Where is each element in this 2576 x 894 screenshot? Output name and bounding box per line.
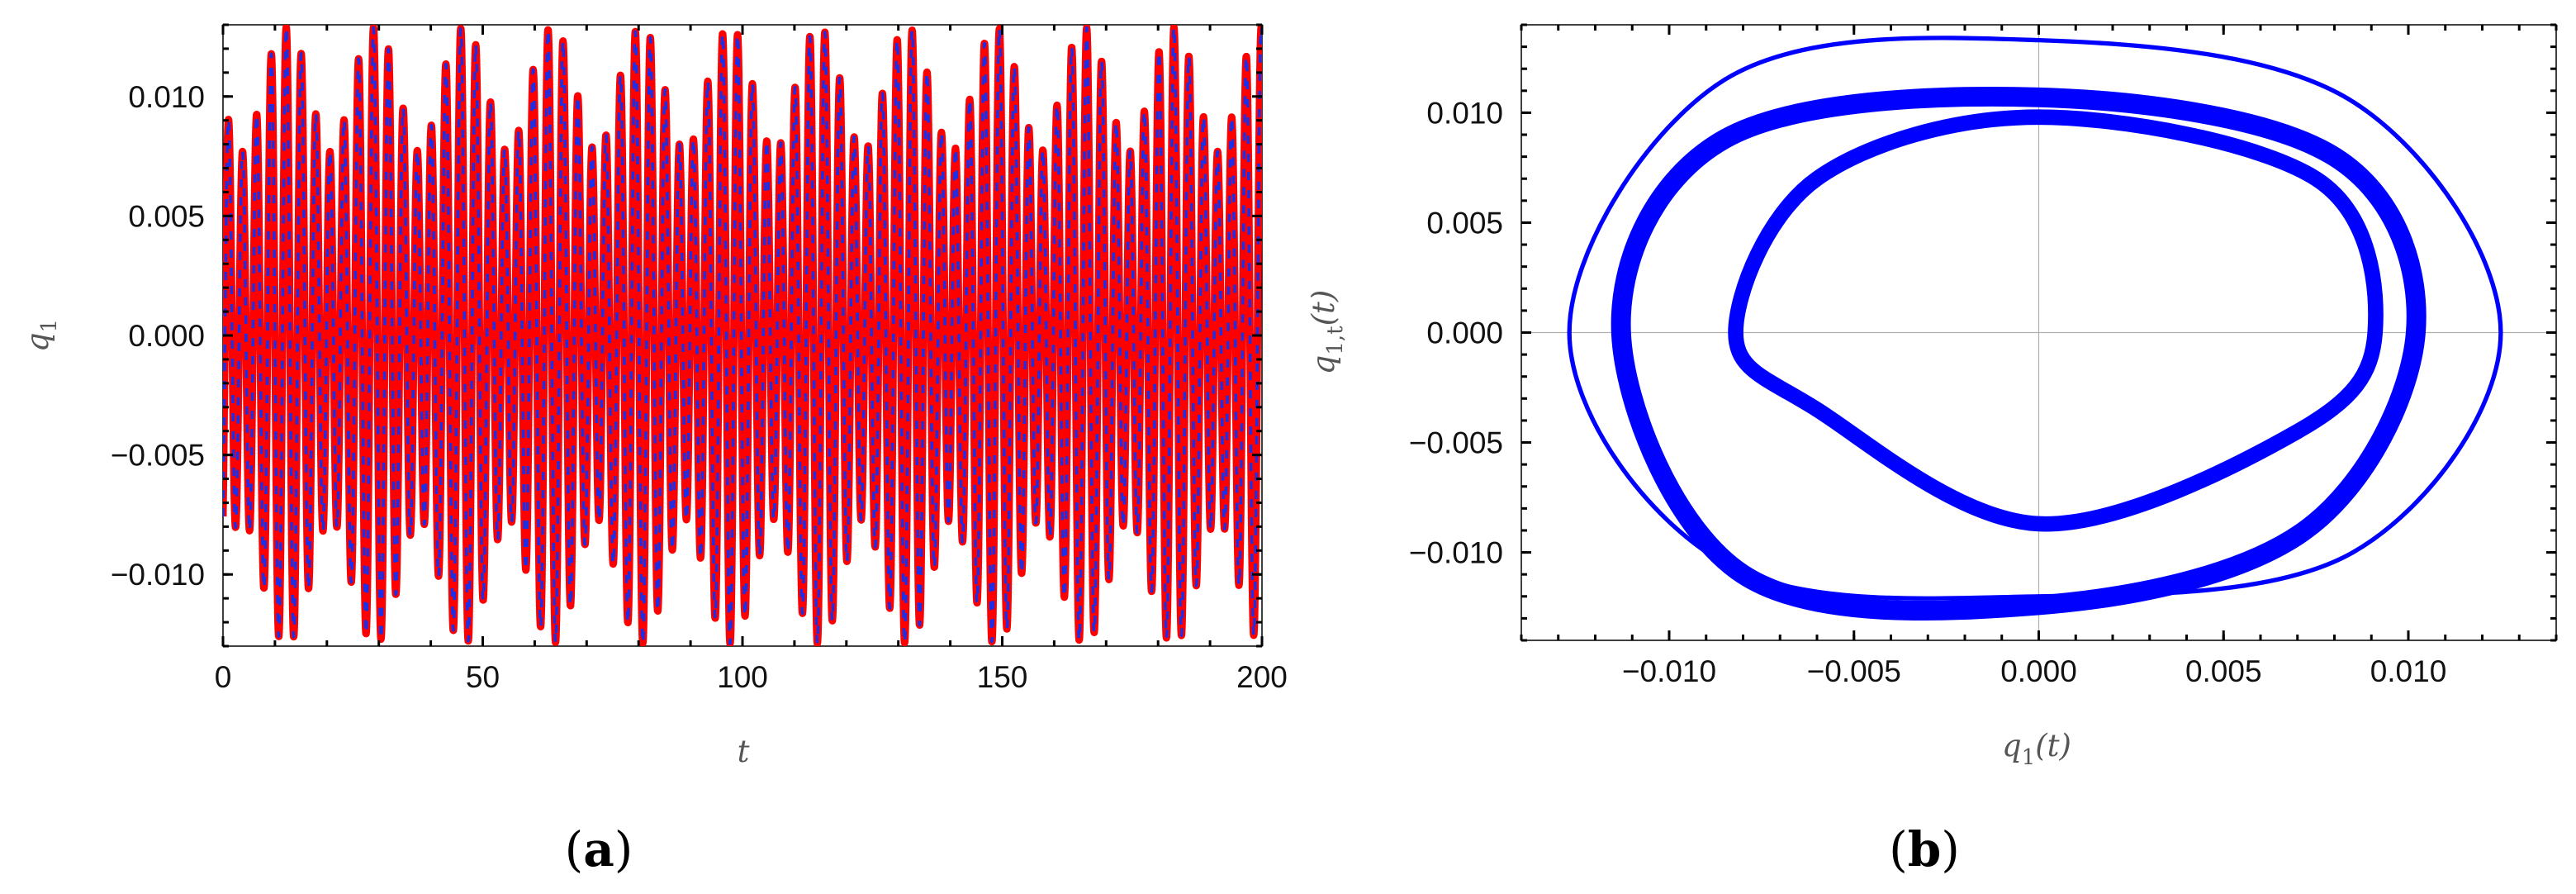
a-y-tick-label: −0.010 xyxy=(111,558,205,592)
a-x-tick-label: 0 xyxy=(215,660,232,694)
a-x-tick-label: 100 xyxy=(717,660,768,694)
a-x-tick-label: 200 xyxy=(1236,660,1288,694)
b-x-tick-label: −0.005 xyxy=(1807,654,1901,688)
b-x-tick-label: 0.005 xyxy=(2185,654,2262,688)
b-y-tick-label: −0.005 xyxy=(1409,426,1503,460)
a-y-tick-label: 0.010 xyxy=(128,80,205,114)
a-x-tick-label: 150 xyxy=(977,660,1028,694)
b-x-tick-label: −0.010 xyxy=(1622,654,1716,688)
series-blue-dashed-line xyxy=(223,26,1262,645)
svg-text:q1(t): q1(t) xyxy=(2002,728,2071,770)
b-x-tick-label: 0.010 xyxy=(2370,654,2447,688)
panel-b-x-axis-title: q1(t) xyxy=(2002,728,2071,770)
panel-a-x-axis-title: t xyxy=(738,734,750,769)
panel-a-label: (a) xyxy=(565,821,633,877)
panel-b-phase-portrait: −0.010 −0.005 0.000 0.005 0.010 −0.010 −0.005… xyxy=(1306,23,2558,877)
b-y-tick-label: 0.005 xyxy=(1426,206,1503,240)
svg-text:q1,t(t): q1,t(t) xyxy=(1306,290,1348,375)
panel-b-y-axis-title: q1,t(t) xyxy=(1306,290,1348,375)
a-y-tick-label: 0.000 xyxy=(128,319,205,353)
b-y-tick-label: 0.000 xyxy=(1426,316,1503,350)
a-y-tick-label: 0.005 xyxy=(128,199,205,233)
phase-orbit-2 xyxy=(1611,87,2427,621)
phase-orbit-3 xyxy=(1728,109,2384,532)
a-x-tick-label: 50 xyxy=(466,660,500,694)
panel-b-label: (b) xyxy=(1889,821,1960,877)
b-y-tick-label: −0.010 xyxy=(1409,536,1503,570)
a-y-tick-label: −0.005 xyxy=(111,439,205,473)
panel-a-y-axis-title: q1 xyxy=(20,319,62,352)
panel-a-timeseries: 0 50 100 150 200 −0.010 −0.005 0.000 0.005 0.010… xyxy=(20,23,1288,877)
b-x-tick-label: 0.000 xyxy=(2000,654,2077,688)
b-y-tick-label: 0.010 xyxy=(1426,96,1503,130)
svg-text:q1: q1 xyxy=(20,319,62,352)
